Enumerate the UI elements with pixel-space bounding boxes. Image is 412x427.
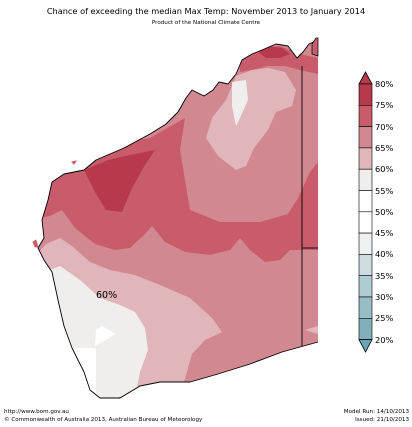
map-subtitle: Product of the National Climate Centre [151,20,261,26]
map-title: Chance of exceeding the median Max Temp:… [46,6,366,16]
legend-band-80-75 [358,83,373,106]
legend-label-20: 20% [375,334,394,345]
zone-80 [84,150,155,212]
legend-band-25-20 [358,317,373,340]
legend-arrow-bottom [358,339,373,353]
legend-label-40: 40% [375,249,394,260]
zone-65-north [206,68,296,170]
legend-band-75-70 [358,105,373,127]
legend-band-40-35 [358,254,373,276]
legend-band-65-60 [358,147,373,170]
wa-coastline [37,39,319,399]
legend-label-65: 65% [375,142,394,153]
footer-right: Model Run: 14/10/2013 Issued: 21/10/2013 [344,408,409,424]
legend-label-75: 75% [375,100,394,111]
legend-label-25: 25% [375,313,394,324]
legend-band-60-55 [358,168,373,191]
legend-band-55-50 [358,190,373,213]
zone-80-north-tip [258,46,290,58]
legend-label-50: 50% [375,206,394,217]
legend-band-35-30 [358,275,373,298]
legend-label-80: 80% [375,79,394,89]
legend-label-70: 70% [375,121,394,132]
map-label-60: 60% [96,290,118,301]
legend-band-30-25 [358,296,373,319]
footer-issued: Issued: 21/10/2013 [355,417,409,423]
legend-band-50-45 [358,211,373,234]
legend-label-55: 55% [375,185,394,196]
footer-left: http://www.bom.gov.au © Commonwealth of … [4,408,202,424]
island-west-1 [71,160,78,165]
footer-copyright: © Commonwealth of Australia 2013, Austra… [4,417,203,423]
footer-url[interactable]: http://www.bom.gov.au [4,409,69,415]
legend-label-30: 30% [375,292,394,302]
footer-model-run: Model Run: 14/10/2013 [343,409,409,415]
legend-label-35: 35% [375,270,394,281]
legend-colorbar [358,71,373,353]
zone-60-north-spot [232,80,248,126]
zone-65-southeast-sliver [305,326,318,334]
legend-arrow-top [358,71,373,85]
legend-band-45-40 [358,232,373,255]
legend-label-45: 45% [375,228,394,239]
island-north [311,37,319,57]
zone-55-spot [95,326,116,346]
legend-label-60: 60% [375,164,394,175]
legend-band-70-65 [358,126,373,149]
island-west-2 [32,239,39,248]
